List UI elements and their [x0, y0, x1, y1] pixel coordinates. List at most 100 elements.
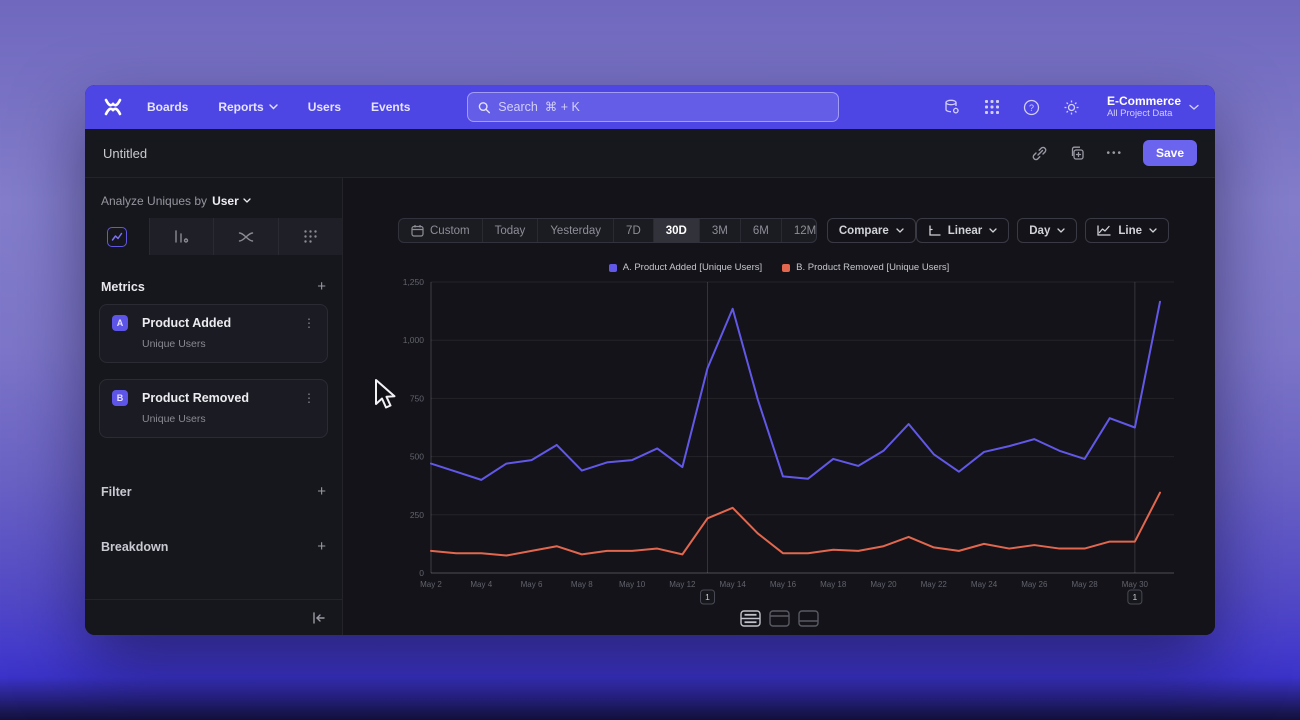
- nav-item-users[interactable]: Users: [307, 100, 342, 114]
- metric-name: Product Added: [142, 316, 232, 330]
- analyze-value-dropdown[interactable]: User: [212, 194, 251, 208]
- annotation-badge[interactable]: 1: [700, 589, 716, 605]
- collapse-sidebar-icon[interactable]: [312, 611, 326, 624]
- chart-legend: A. Product Added [Unique Users] B. Produ…: [343, 262, 1215, 273]
- metric-badge-b: B: [112, 390, 128, 406]
- range-12m[interactable]: 12M: [780, 219, 816, 242]
- search-input[interactable]: [467, 92, 839, 122]
- dots-grid-icon: [304, 230, 317, 243]
- legend-swatch-b: [782, 263, 791, 272]
- more-menu-button[interactable]: •••: [1106, 147, 1123, 159]
- trend-chart[interactable]: 0 250 500 750 1,000 1,250 1 1 May 2 May 4 May 6 May…: [343, 278, 1215, 618]
- svg-text:750: 750: [410, 393, 424, 403]
- metric-card-a[interactable]: A Product Added ⋮ Unique Users: [99, 304, 328, 363]
- data-management-icon[interactable]: [943, 98, 961, 116]
- range-6m[interactable]: 6M: [739, 219, 781, 242]
- line-chart-icon: [111, 232, 122, 241]
- svg-text:250: 250: [410, 510, 424, 520]
- settings-gear-icon[interactable]: [1063, 98, 1081, 116]
- range-3m[interactable]: 3M: [698, 219, 740, 242]
- mixpanel-logo-icon[interactable]: [101, 95, 125, 119]
- analyze-label: Analyze Uniques by: [101, 194, 208, 208]
- svg-text:May 20: May 20: [870, 580, 897, 589]
- chevron-down-icon: [896, 227, 904, 233]
- range-today[interactable]: Today: [481, 219, 538, 242]
- line-chart-icon: [1097, 225, 1112, 236]
- tab-funnels[interactable]: [148, 218, 213, 255]
- add-breakdown-button[interactable]: +: [317, 538, 326, 555]
- query-sidebar: Analyze Uniques by User: [85, 178, 343, 635]
- layout-split-icon[interactable]: [739, 610, 761, 627]
- scale-dropdown[interactable]: Linear: [915, 218, 1010, 243]
- layout-chart-only-icon[interactable]: [768, 610, 790, 627]
- range-7d[interactable]: 7D: [613, 219, 653, 242]
- svg-text:500: 500: [410, 452, 424, 462]
- metrics-heading: Metrics: [101, 279, 145, 294]
- apps-grid-icon[interactable]: [983, 98, 1001, 116]
- svg-text:May 28: May 28: [1071, 580, 1098, 589]
- chart-panel: Custom Today Yesterday 7D 30D 3M 6M 12M …: [343, 178, 1215, 635]
- share-link-icon[interactable]: [1030, 144, 1048, 162]
- analyze-uniques-row: Analyze Uniques by User: [85, 178, 342, 218]
- flows-icon: [238, 231, 253, 242]
- add-metric-button[interactable]: +: [317, 278, 326, 295]
- metric-menu-button[interactable]: ⋮: [303, 316, 315, 330]
- chevron-down-icon: [1057, 227, 1066, 233]
- breakdown-heading: Breakdown: [101, 539, 169, 554]
- svg-text:0: 0: [419, 568, 424, 578]
- svg-text:May 22: May 22: [921, 580, 948, 589]
- bar-chart-icon: [175, 230, 189, 243]
- svg-text:May 16: May 16: [770, 580, 797, 589]
- nav-item-events[interactable]: Events: [371, 100, 411, 114]
- legend-item-a[interactable]: A. Product Added [Unique Users]: [608, 262, 762, 273]
- top-nav: Boards Reports Users Events: [85, 85, 1215, 129]
- calendar-icon: [411, 225, 424, 237]
- metric-card-b[interactable]: B Product Removed ⋮ Unique Users: [99, 379, 328, 438]
- svg-text:May 30: May 30: [1122, 580, 1149, 589]
- svg-text:May 26: May 26: [1021, 580, 1048, 589]
- svg-text:May 6: May 6: [521, 580, 543, 589]
- layout-table-only-icon[interactable]: [797, 610, 819, 627]
- project-name: E-Commerce: [1106, 94, 1181, 108]
- add-filter-button[interactable]: +: [317, 483, 326, 500]
- svg-text:1: 1: [705, 592, 710, 602]
- project-scope: All Project Data: [1106, 108, 1173, 119]
- svg-text:May 14: May 14: [720, 580, 747, 589]
- interval-dropdown[interactable]: Day: [1017, 218, 1078, 243]
- svg-text:May 10: May 10: [619, 580, 646, 589]
- report-title[interactable]: Untitled: [103, 145, 148, 161]
- range-custom[interactable]: Custom: [399, 219, 482, 242]
- metric-measure[interactable]: Unique Users: [142, 413, 206, 425]
- metric-measure[interactable]: Unique Users: [142, 338, 206, 350]
- range-yesterday[interactable]: Yesterday: [537, 219, 613, 242]
- nav-item-boards[interactable]: Boards: [147, 100, 189, 114]
- svg-text:May 2: May 2: [420, 580, 442, 589]
- chevron-down-icon: [1149, 227, 1157, 233]
- duplicate-icon[interactable]: [1068, 144, 1086, 162]
- nav-item-reports[interactable]: Reports: [218, 100, 278, 114]
- project-selector[interactable]: E-Commerce All Project Data: [1107, 95, 1199, 119]
- metric-menu-button[interactable]: ⋮: [303, 391, 315, 405]
- metric-badge-a: A: [112, 315, 128, 331]
- svg-text:May 4: May 4: [470, 580, 492, 589]
- svg-text:May 12: May 12: [669, 580, 696, 589]
- metric-name: Product Removed: [142, 391, 249, 405]
- legend-swatch-a: [608, 263, 617, 272]
- tab-insights[interactable]: [85, 218, 149, 255]
- chevron-down-icon: [1189, 104, 1199, 110]
- tab-retention[interactable]: [277, 218, 342, 255]
- filter-heading: Filter: [101, 484, 132, 499]
- chart-type-dropdown[interactable]: Line: [1085, 218, 1169, 243]
- svg-text:?: ?: [1029, 103, 1034, 113]
- save-button[interactable]: Save: [1142, 140, 1197, 166]
- compare-dropdown[interactable]: Compare: [826, 218, 916, 243]
- legend-item-b[interactable]: B. Product Removed [Unique Users]: [782, 262, 949, 273]
- svg-text:May 24: May 24: [971, 580, 998, 589]
- tab-flows[interactable]: [213, 218, 278, 255]
- svg-text:May 18: May 18: [820, 580, 847, 589]
- range-30d[interactable]: 30D: [652, 219, 699, 242]
- chevron-down-icon: [268, 104, 278, 110]
- annotation-badge[interactable]: 1: [1127, 589, 1143, 605]
- report-header: Untitled ••• Save: [85, 129, 1215, 178]
- help-icon[interactable]: ?: [1023, 98, 1041, 116]
